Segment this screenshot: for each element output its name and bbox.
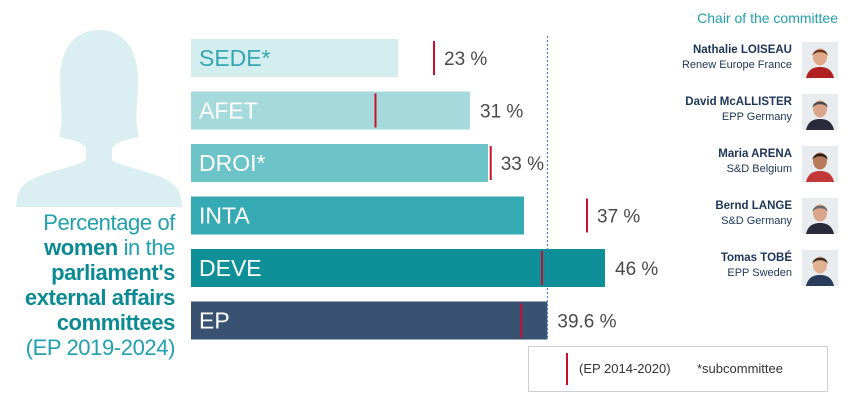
chair-5: Tomas TOBÉ EPP Sweden [638,248,838,292]
chart-caption: Percentage of women in the parliament's … [0,210,176,360]
chair-group: S&D Belgium [726,163,792,175]
chair-photo-avatar [802,250,838,286]
legend-marker-icon [566,353,568,385]
value-label-droi: 33 % [501,154,544,175]
caption-line-5: committees [56,310,176,335]
caption-women: women [44,235,118,260]
previous-term-marker-deve [541,251,543,285]
chair-text: David McALLISTER EPP Germany [685,95,792,125]
chair-group: EPP Sweden [727,267,792,279]
woman-silhouette-icon [16,30,182,207]
bar-droi [191,144,488,182]
chair-photo-avatar [802,146,838,182]
caption-line-3: parliament's [51,260,175,285]
value-label-sede: 23 % [444,49,487,70]
chair-4: Bernd LANGE S&D Germany [638,196,838,240]
value-label-ep: 39.6 % [557,312,616,333]
chair-name: Nathalie LOISEAU [692,44,792,56]
value-label-afet: 31 % [480,102,523,123]
chair-text: Bernd LANGE S&D Germany [715,199,792,229]
bar-label-afet: AFET [199,98,258,124]
bar-afet [191,91,470,130]
value-label-deve: 46 % [615,259,658,280]
bar-ep [191,301,548,340]
bar-inta [191,196,524,235]
bar-deve [191,249,605,287]
chair-photo-avatar [802,198,838,234]
bar-label-inta: INTA [199,203,250,229]
caption-line-4: external affairs [24,285,176,310]
chair-name: Maria ARENA [718,148,792,160]
caption-line-1: Percentage of [43,210,175,235]
chair-name: Bernd LANGE [715,200,792,212]
chair-1: Nathalie LOISEAU Renew Europe France [638,40,838,84]
chair-text: Maria ARENA S&D Belgium [718,147,792,177]
previous-term-marker-inta [586,198,588,233]
value-label-inta: 37 % [597,207,640,228]
bar-label-deve: DEVE [199,255,262,281]
previous-term-marker-ep [520,303,523,338]
chair-text: Tomas TOBÉ EPP Sweden [721,251,792,281]
bar-label-ep: EP [199,308,230,334]
legend-note: *subcommittee [697,361,783,376]
caption-line-2: women in the [0,235,175,260]
chair-photo-avatar [802,94,838,130]
chair-name: David McALLISTER [685,96,792,108]
chair-group: Renew Europe France [681,59,792,71]
legend: (EP 2014-2020) *subcommittee [528,346,828,392]
previous-term-marker-droi [489,146,492,180]
previous-term-marker-afet [374,93,377,128]
chair-group: EPP Germany [721,111,792,123]
bar-label-sede: SEDE* [199,45,271,71]
chair-group: S&D Germany [721,215,792,227]
chair-text: Nathalie LOISEAU Renew Europe France [682,43,792,73]
caption-line-6: (EP 2019-2024) [25,335,176,360]
chair-name: Tomas TOBÉ [720,252,792,264]
chairs-title: Chair of the committee [697,10,838,26]
previous-term-marker-sede [433,41,435,75]
chair-2: David McALLISTER EPP Germany [638,92,838,136]
chair-photo-avatar [802,42,838,78]
legend-marker-label: (EP 2014-2020) [579,361,671,376]
bar-label-droi: DROI* [199,150,266,176]
bar-sede [191,39,398,77]
chair-3: Maria ARENA S&D Belgium [638,144,838,188]
caption-in-the: in the [117,235,176,260]
